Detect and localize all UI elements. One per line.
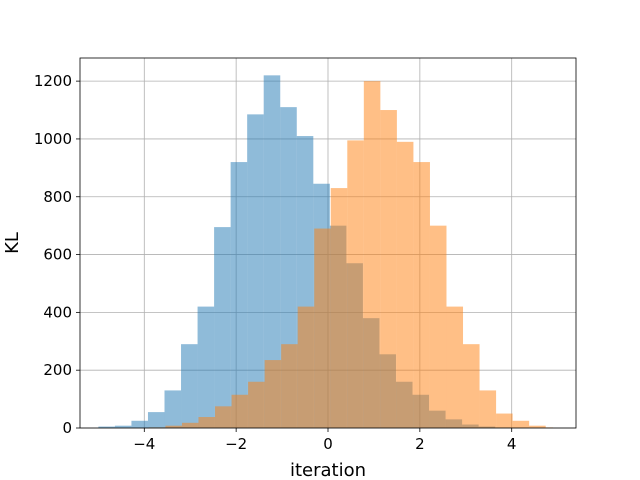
histogram-bar-series-1 (114, 425, 132, 428)
histogram-bar-series-2 (429, 225, 447, 428)
histogram-bar-series-2 (396, 141, 414, 428)
y-tick-label: 600 (43, 246, 72, 264)
histogram-bar-series-2 (330, 188, 348, 428)
x-tick-label: −4 (133, 435, 155, 453)
histogram-bar-series-2 (248, 381, 265, 428)
histogram-bar-series-2 (512, 420, 530, 428)
histogram-bar-series-2 (165, 425, 182, 428)
histogram-bar-series-2 (446, 306, 464, 428)
y-tick-label: 200 (43, 361, 72, 379)
histogram-bar-series-1 (263, 75, 281, 428)
histogram-bar-series-2 (347, 140, 364, 428)
histogram-bar-series-1 (247, 114, 264, 428)
histogram-bar-series-1 (131, 420, 148, 428)
histogram-bar-series-2 (463, 344, 480, 428)
histogram-bar-series-2 (380, 110, 397, 428)
y-axis-label: KL (2, 232, 23, 254)
histogram-bar-series-1 (230, 162, 248, 428)
x-tick-label: 0 (323, 435, 333, 453)
histogram-bars (98, 75, 554, 428)
histogram-bar-series-2 (297, 306, 315, 428)
y-tick-label: 1000 (34, 130, 72, 148)
histogram-bar-series-2 (496, 413, 513, 428)
histogram-bar-series-2 (198, 417, 216, 428)
histogram-bar-series-2 (281, 344, 298, 428)
histogram-bar-series-2 (215, 406, 232, 428)
x-tick-label: 2 (415, 435, 425, 453)
x-tick-label: 4 (507, 435, 517, 453)
histogram-bar-series-2 (479, 390, 497, 428)
histogram-bar-series-2 (264, 360, 282, 428)
histogram-bar-series-2 (231, 394, 249, 428)
histogram-bar-series-2 (363, 81, 381, 428)
histogram-bar-series-2 (413, 162, 430, 428)
y-tick-label: 800 (43, 188, 72, 206)
histogram-bar-series-1 (147, 412, 165, 428)
histogram-bar-series-1 (164, 390, 182, 428)
histogram-bar-series-2 (529, 425, 546, 428)
y-axis-ticks: 0 200 400 600 800 1000 1200 (34, 72, 80, 437)
histogram-bar-series-2 (314, 228, 331, 428)
x-tick-label: −2 (225, 435, 247, 453)
y-tick-label: 400 (43, 303, 72, 321)
histogram-bar-series-1 (98, 426, 115, 428)
histogram-bar-series-1 (181, 344, 198, 428)
y-tick-label: 1200 (34, 72, 72, 90)
histogram-bar-series-1 (214, 227, 231, 428)
y-tick-label: 0 (62, 419, 72, 437)
histogram-bar-series-1 (197, 306, 215, 428)
x-axis-ticks: −4 −2 0 2 4 (133, 428, 516, 453)
histogram-bar-series-2 (181, 422, 199, 428)
x-axis-label: iteration (290, 460, 366, 480)
